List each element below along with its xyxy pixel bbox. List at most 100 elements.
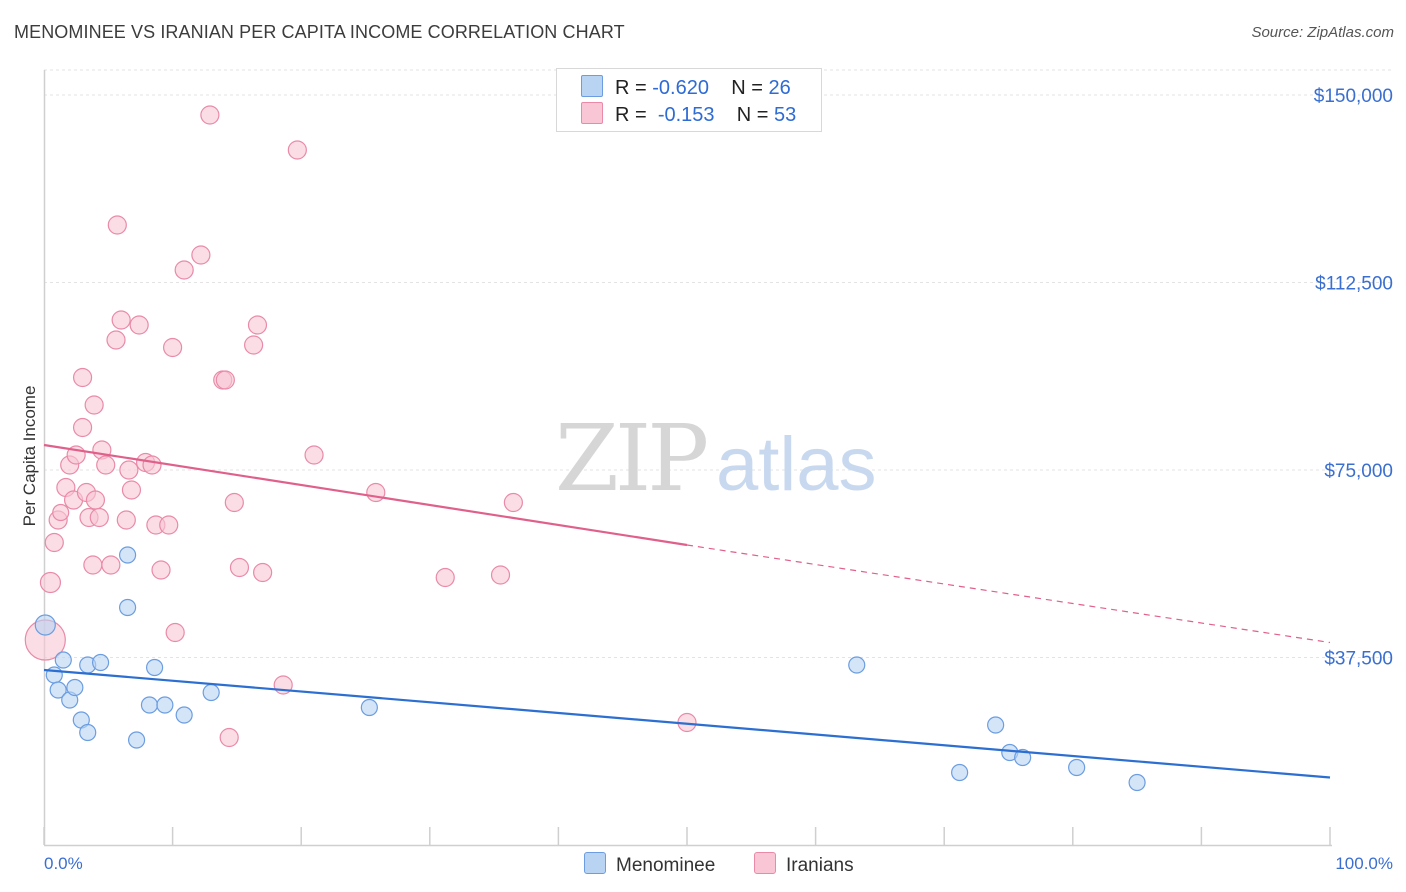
x-tick-label-max: 100.0% — [1335, 854, 1393, 873]
bottom-legend-swatch-iranians — [754, 852, 776, 874]
bottom-legend-swatch-menominee — [584, 852, 606, 874]
x-tick-label-min: 0.0% — [44, 854, 83, 873]
point-menominee — [1014, 748, 1032, 767]
point-menominee — [118, 546, 137, 564]
point-iranians — [121, 480, 142, 500]
point-menominee — [1128, 773, 1146, 792]
axes — [43, 70, 1332, 847]
bottom-legend-label-menominee: Menominee — [616, 855, 716, 876]
point-iranians — [287, 140, 307, 160]
point-iranians — [163, 337, 183, 358]
watermark-zip: ZIP — [555, 405, 706, 512]
point-menominee — [951, 763, 969, 782]
legend-swatch-menominee — [581, 75, 603, 97]
point-iranians — [106, 330, 126, 350]
point-menominee — [360, 698, 378, 717]
legend-row-iranians: R = -0.153 N = 53 — [581, 102, 796, 128]
legend-n-label: N = — [736, 104, 769, 126]
point-iranians — [244, 335, 264, 355]
point-menominee — [987, 716, 1005, 734]
point-iranians — [44, 532, 64, 553]
point-iranians — [72, 417, 93, 438]
legend-r-value-iranians: -0.153 — [657, 104, 715, 126]
point-iranians — [111, 310, 131, 330]
y-tick-label: $37,500 — [1324, 649, 1393, 670]
point-iranians — [215, 370, 235, 390]
legend-box: R = -0.620 N = 26 R = -0.153 N = 53 — [556, 68, 822, 132]
point-iranians — [85, 490, 106, 510]
point-iranians — [52, 503, 70, 522]
point-menominee — [140, 696, 159, 714]
point-menominee — [54, 651, 72, 669]
point-iranians — [253, 562, 273, 583]
point-iranians — [224, 492, 244, 513]
point-iranians — [200, 105, 220, 125]
point-iranians — [89, 507, 109, 528]
trend-lines — [43, 443, 1331, 779]
point-iranians — [490, 565, 511, 585]
point-iranians — [72, 367, 93, 388]
point-iranians — [503, 492, 523, 513]
y-tick-label: $112,500 — [1315, 274, 1393, 295]
x-tick-marks — [43, 827, 1331, 845]
point-menominee — [156, 696, 174, 714]
point-iranians — [165, 622, 185, 643]
legend-row-menominee: R = -0.620 N = 26 — [581, 75, 791, 101]
point-iranians — [229, 557, 250, 578]
legend-r-label: R = — [615, 77, 647, 99]
bottom-legend-label-iranians: Iranians — [786, 855, 854, 876]
point-menominee — [49, 681, 67, 699]
point-iranians — [151, 560, 171, 580]
point-iranians — [39, 571, 62, 594]
point-menominee — [79, 723, 97, 742]
point-iranians — [174, 260, 194, 280]
point-iranians — [107, 215, 127, 235]
source-label: Source: ZipAtlas.com — [1251, 24, 1394, 41]
y-tick-labels: $37,500 $75,000 $112,500 $150,000 — [1314, 86, 1393, 670]
legend-r-value-menominee: -0.620 — [652, 77, 709, 99]
point-iranians — [247, 315, 268, 335]
point-iranians — [191, 245, 211, 265]
legend-n-value-iranians: 53 — [774, 104, 797, 126]
bottom-legend-iranians: Iranians — [754, 852, 854, 877]
chart-title: MENOMINEE VS IRANIAN PER CAPITA INCOME C… — [14, 22, 625, 42]
point-iranians — [101, 555, 121, 575]
data-points — [24, 105, 1146, 792]
bottom-legend-menominee: Menominee — [584, 852, 715, 877]
point-menominee — [202, 683, 220, 702]
point-iranians — [116, 510, 136, 530]
point-iranians — [119, 460, 139, 480]
watermark-atlas: atlas — [716, 422, 877, 507]
legend-r-label: R = — [615, 104, 647, 126]
trend-line-iranians-extension — [686, 544, 1331, 644]
point-menominee — [34, 614, 56, 636]
legend-swatch-iranians — [581, 102, 603, 124]
point-iranians — [96, 455, 116, 475]
trend-line-menominee — [43, 668, 1331, 779]
point-iranians — [219, 727, 239, 748]
point-menominee — [127, 731, 146, 749]
trend-line-iranians — [43, 443, 688, 547]
point-menominee — [848, 656, 866, 674]
legend-n-label: N = — [731, 77, 763, 99]
point-iranians — [142, 455, 162, 475]
point-menominee — [66, 678, 84, 697]
point-iranians — [129, 315, 149, 335]
point-menominee — [91, 653, 110, 672]
point-iranians — [83, 555, 103, 575]
point-iranians — [304, 445, 324, 465]
y-tick-label: $75,000 — [1324, 461, 1393, 482]
point-iranians — [435, 567, 455, 588]
y-tick-label: $150,000 — [1314, 86, 1393, 107]
point-iranians — [84, 395, 104, 415]
point-menominee — [175, 706, 193, 724]
point-iranians — [366, 482, 386, 503]
point-iranians — [159, 515, 179, 535]
y-axis-label: Per Capita Income — [20, 386, 39, 527]
point-menominee — [145, 658, 164, 677]
point-menominee — [118, 598, 137, 617]
watermark: ZIP atlas — [555, 405, 877, 512]
point-menominee — [1068, 758, 1086, 777]
legend-n-value-menominee: 26 — [768, 77, 791, 99]
